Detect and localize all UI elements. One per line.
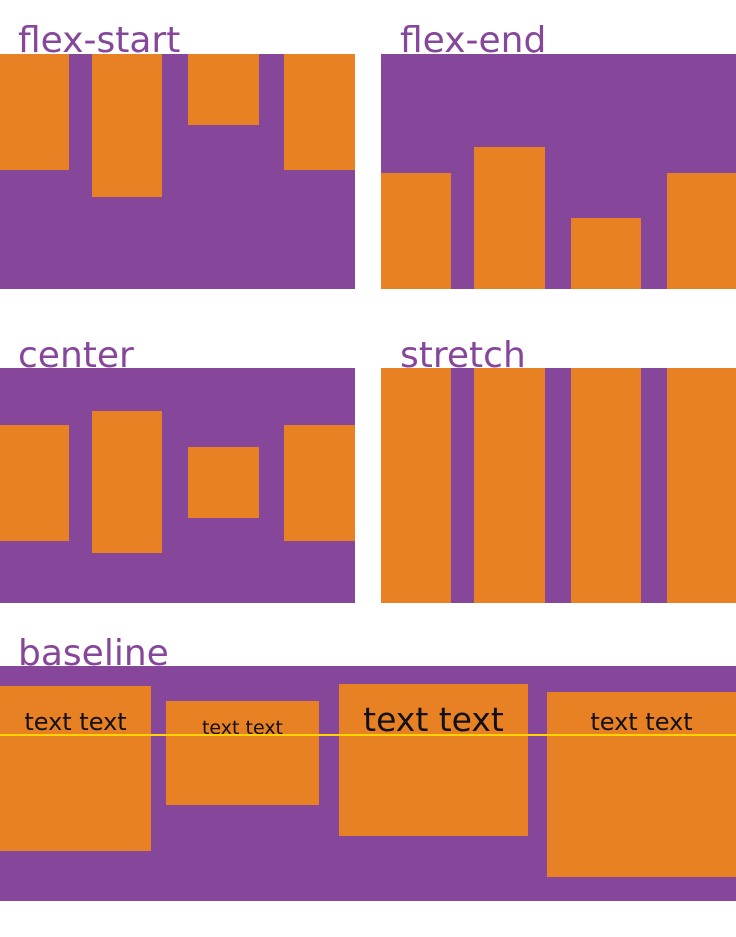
baseline-item-4-text: text text (590, 708, 693, 736)
flex-end-item-4 (667, 173, 736, 289)
flex-start-item-3 (188, 54, 259, 125)
flex-end-item-1 (381, 173, 451, 289)
flex-start-item-1 (0, 54, 69, 170)
center-item-2 (92, 411, 162, 553)
title-baseline: baseline (18, 633, 169, 674)
title-flex-start: flex-start (18, 20, 181, 61)
baseline-item-3: text text (339, 684, 528, 836)
stretch-item-4 (667, 368, 736, 603)
flex-end-item-2 (474, 147, 545, 289)
baseline-indicator-line (0, 734, 736, 736)
title-stretch: stretch (400, 335, 526, 376)
flex-start-item-4 (284, 54, 355, 170)
stretch-item-1 (381, 368, 451, 603)
title-flex-end: flex-end (400, 20, 547, 61)
baseline-item-1: text text (0, 686, 151, 851)
stretch-item-2 (474, 368, 545, 603)
stretch-item-3 (571, 368, 641, 603)
center-item-3 (188, 447, 259, 518)
flex-start-item-2 (92, 54, 162, 197)
baseline-item-2: text text (166, 701, 319, 805)
baseline-item-1-text: text text (24, 708, 127, 736)
baseline-item-4: text text (547, 692, 736, 877)
baseline-item-2-text: text text (201, 717, 284, 739)
baseline-item-3-text: text text (363, 700, 504, 739)
center-item-4 (284, 425, 355, 541)
center-item-1 (0, 425, 69, 541)
flex-end-item-3 (571, 218, 641, 289)
title-center: center (18, 335, 134, 376)
